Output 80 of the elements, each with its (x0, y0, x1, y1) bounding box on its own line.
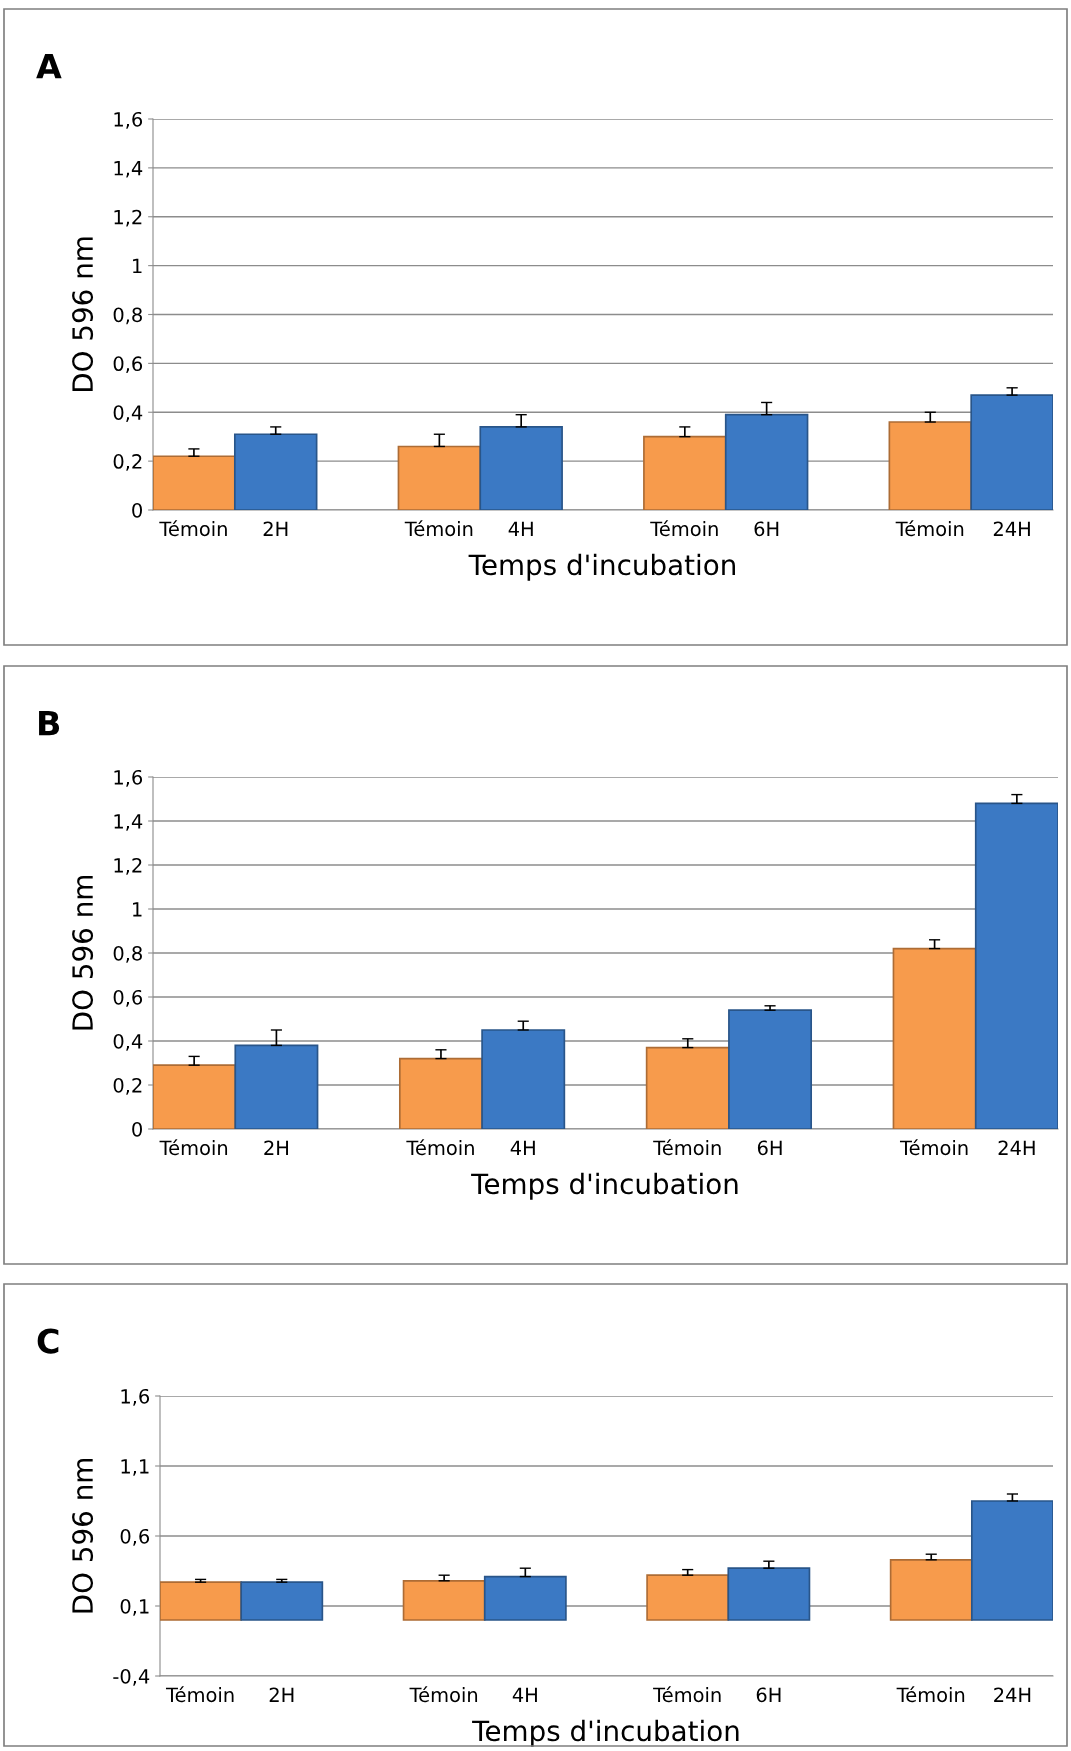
y-tick-label: 1,4 (114, 161, 143, 178)
x-tick-label: 4H (508, 521, 533, 536)
y-axis-title: DO 596 nm (72, 876, 94, 1030)
y-tick-label: 0,1 (120, 1598, 149, 1616)
bar (889, 1558, 973, 1621)
y-axis-title: DO 596 nm (72, 237, 94, 392)
bar (479, 426, 563, 510)
x-tick-label: Témoin (404, 520, 473, 537)
bar (888, 421, 973, 510)
bar (402, 1579, 486, 1621)
x-tick-label: 2H (263, 521, 288, 536)
chart-title: A (36, 53, 62, 79)
y-tick-label: 1,6 (114, 111, 143, 129)
x-tick-label: Témoin (409, 1686, 478, 1703)
bar (727, 1567, 811, 1621)
chart-title: B (39, 710, 60, 736)
bar (153, 1064, 237, 1129)
y-tick-label: 1,2 (114, 209, 142, 227)
x-tick-label: Témoin (899, 1139, 968, 1156)
x-tick-label: 24H (998, 1140, 1035, 1155)
y-tick-label: 0,8 (113, 307, 142, 325)
bar (160, 1581, 243, 1621)
x-tick-label: 24H (993, 521, 1030, 536)
bar (234, 1044, 319, 1129)
x-tick-label: 6H (757, 1140, 782, 1156)
y-tick-label: 0,4 (113, 405, 143, 422)
y-tick-label: 0,2 (113, 1077, 142, 1095)
x-tick-label: Témoin (895, 520, 964, 537)
y-tick-label: 0,6 (113, 989, 143, 1007)
x-tick-label: 6H (754, 521, 779, 537)
x-tick-label: Témoin (896, 1686, 965, 1703)
bar (970, 1500, 1053, 1621)
x-tick-label: Témoin (165, 1686, 234, 1703)
x-tick-label: 4H (512, 1687, 537, 1702)
bar (892, 947, 977, 1129)
bar (397, 445, 482, 510)
bar (645, 1046, 730, 1129)
y-tick-label: 0,6 (120, 1528, 150, 1546)
bar (974, 802, 1058, 1129)
y-tick-label: 0,6 (113, 356, 143, 374)
x-tick-label: Témoin (159, 1139, 228, 1156)
bar (240, 1581, 324, 1621)
bar (643, 435, 727, 510)
bar (233, 433, 318, 510)
y-tick-label: 0 (132, 1121, 142, 1137)
y-tick-label: 1,6 (114, 769, 143, 787)
y-tick-label: 1,2 (114, 857, 142, 875)
x-tick-label: Témoin (653, 1139, 721, 1156)
bar (481, 1029, 566, 1129)
y-tick-label: 1,6 (121, 1388, 150, 1406)
y-tick-label: 0,2 (113, 454, 142, 471)
bar (970, 394, 1053, 510)
y-tick-label: 0,4 (113, 1033, 143, 1051)
x-tick-label: Témoin (650, 520, 718, 537)
bar (483, 1575, 567, 1621)
x-axis-title: Temps d'incubation (471, 1172, 738, 1200)
chart-title: C (37, 1328, 59, 1354)
y-axis-title: DO 596 nm (72, 1459, 94, 1613)
bar (153, 455, 236, 510)
x-tick-label: 4H (510, 1140, 535, 1155)
bar (646, 1574, 730, 1621)
x-tick-label: Témoin (653, 1686, 721, 1703)
x-tick-label: 6H (756, 1687, 781, 1703)
x-axis-title: Temps d'incubation (468, 553, 735, 581)
y-tick-label: 1 (133, 258, 142, 274)
y-tick-label: -0,4 (113, 1668, 150, 1686)
x-axis-title: Temps d'incubation (472, 1719, 739, 1747)
y-tick-label: 1,1 (121, 1459, 149, 1476)
x-tick-label: 2H (264, 1140, 288, 1155)
x-tick-label: 2H (269, 1687, 294, 1702)
y-tick-label: 1 (133, 902, 142, 917)
y-tick-label: 0 (132, 502, 142, 518)
x-tick-label: Témoin (406, 1139, 474, 1156)
y-tick-label: 1,4 (114, 814, 143, 831)
bar (728, 1009, 813, 1129)
x-tick-label: Témoin (159, 520, 227, 537)
bar (724, 413, 809, 510)
x-tick-label: 24H (994, 1687, 1031, 1702)
y-tick-label: 0,8 (113, 945, 142, 963)
bar (398, 1057, 483, 1129)
